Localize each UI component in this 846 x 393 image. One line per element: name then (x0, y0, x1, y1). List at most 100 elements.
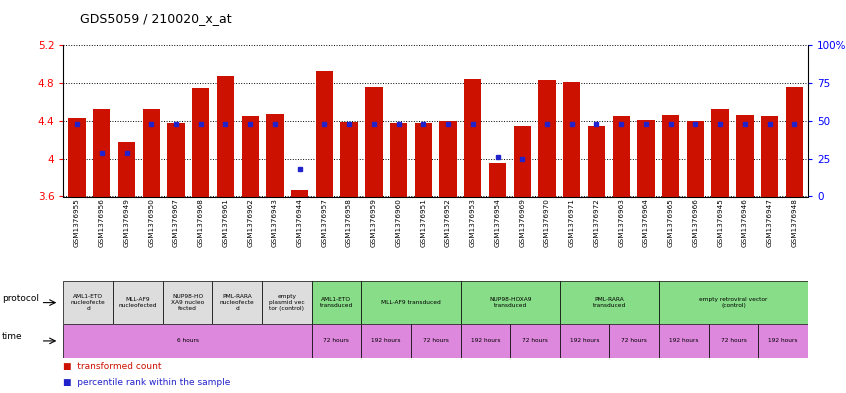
Text: GSM1376948: GSM1376948 (791, 198, 797, 247)
Text: GSM1376959: GSM1376959 (371, 198, 376, 247)
Text: ■  transformed count: ■ transformed count (63, 362, 162, 371)
Text: NUP98-HOXA9
transduced: NUP98-HOXA9 transduced (489, 297, 531, 308)
Bar (390, 123, 407, 196)
Text: GSM1376956: GSM1376956 (99, 198, 105, 247)
Bar (538, 80, 556, 196)
Text: GSM1376957: GSM1376957 (321, 198, 327, 247)
Bar (637, 120, 655, 196)
Bar (460, 324, 510, 358)
Text: PML-RARA
transduced: PML-RARA transduced (593, 297, 626, 308)
Text: GSM1376970: GSM1376970 (544, 198, 550, 247)
Bar (361, 324, 411, 358)
Text: 72 hours: 72 hours (323, 338, 349, 343)
Bar (411, 324, 460, 358)
Bar (316, 71, 333, 196)
Bar (340, 122, 358, 196)
Text: GSM1376949: GSM1376949 (124, 198, 129, 247)
Text: GSM1376972: GSM1376972 (593, 198, 600, 247)
Text: time: time (2, 332, 22, 342)
Bar (168, 123, 184, 196)
Bar (758, 324, 808, 358)
Bar (365, 87, 382, 196)
Bar (118, 141, 135, 196)
Bar (560, 281, 659, 324)
Bar (415, 123, 432, 196)
Bar (514, 126, 531, 196)
Bar (262, 281, 311, 324)
Bar (709, 324, 758, 358)
Text: GSM1376966: GSM1376966 (692, 198, 699, 247)
Text: GSM1376946: GSM1376946 (742, 198, 748, 247)
Bar (113, 281, 162, 324)
Text: GSM1376961: GSM1376961 (222, 198, 228, 247)
Bar (563, 82, 580, 196)
Text: AML1-ETO
nucleofecte
d: AML1-ETO nucleofecte d (71, 294, 106, 311)
Bar (69, 118, 85, 196)
Text: GSM1376969: GSM1376969 (519, 198, 525, 247)
Bar (460, 281, 560, 324)
Text: 72 hours: 72 hours (621, 338, 647, 343)
Text: PML-RARA
nucleofecte
d: PML-RARA nucleofecte d (220, 294, 255, 311)
Bar (311, 324, 361, 358)
Text: 192 hours: 192 hours (470, 338, 500, 343)
Text: GSM1376965: GSM1376965 (667, 198, 673, 247)
Text: GSM1376968: GSM1376968 (198, 198, 204, 247)
Text: GSM1376951: GSM1376951 (420, 198, 426, 247)
Text: 192 hours: 192 hours (768, 338, 798, 343)
Bar (93, 110, 111, 196)
Bar (311, 281, 361, 324)
Bar (489, 163, 506, 196)
Bar (659, 324, 709, 358)
Bar (143, 110, 160, 196)
Text: 6 hours: 6 hours (177, 338, 199, 343)
Text: 72 hours: 72 hours (423, 338, 448, 343)
Bar (63, 324, 311, 358)
Bar (464, 79, 481, 196)
Bar (63, 281, 113, 324)
Text: GSM1376945: GSM1376945 (717, 198, 723, 247)
Bar (241, 116, 259, 196)
Bar (192, 88, 209, 196)
Bar (439, 121, 457, 196)
Text: GSM1376963: GSM1376963 (618, 198, 624, 247)
Text: GSM1376958: GSM1376958 (346, 198, 352, 247)
Text: empty
plasmid vec
tor (control): empty plasmid vec tor (control) (269, 294, 305, 311)
Text: protocol: protocol (2, 294, 39, 303)
Bar (687, 121, 704, 196)
Bar (736, 115, 754, 196)
Bar (662, 115, 679, 196)
Text: GSM1376954: GSM1376954 (495, 198, 501, 247)
Text: 192 hours: 192 hours (669, 338, 699, 343)
Bar (291, 190, 308, 196)
Text: 72 hours: 72 hours (721, 338, 746, 343)
Bar (588, 126, 605, 196)
Bar (761, 116, 778, 196)
Bar (659, 281, 808, 324)
Text: GSM1376960: GSM1376960 (396, 198, 402, 247)
Bar (609, 324, 659, 358)
Text: empty retroviral vector
(control): empty retroviral vector (control) (700, 297, 767, 308)
Bar (613, 116, 630, 196)
Text: MLL-AF9 transduced: MLL-AF9 transduced (381, 300, 441, 305)
Text: 192 hours: 192 hours (371, 338, 401, 343)
Bar (510, 324, 560, 358)
Bar (217, 76, 234, 196)
Text: GSM1376955: GSM1376955 (74, 198, 80, 247)
Bar (560, 324, 609, 358)
Text: ■  percentile rank within the sample: ■ percentile rank within the sample (63, 378, 231, 387)
Text: NUP98-HO
XA9 nucleo
fected: NUP98-HO XA9 nucleo fected (171, 294, 204, 311)
Text: MLL-AF9
nucleofected: MLL-AF9 nucleofected (118, 297, 157, 308)
Text: GSM1376943: GSM1376943 (272, 198, 278, 247)
Text: 72 hours: 72 hours (522, 338, 548, 343)
Text: GSM1376952: GSM1376952 (445, 198, 451, 247)
Text: GSM1376947: GSM1376947 (766, 198, 772, 247)
Bar (266, 114, 283, 196)
Text: GDS5059 / 210020_x_at: GDS5059 / 210020_x_at (80, 12, 232, 25)
Text: GSM1376964: GSM1376964 (643, 198, 649, 247)
Bar (361, 281, 460, 324)
Text: GSM1376962: GSM1376962 (247, 198, 253, 247)
Text: GSM1376967: GSM1376967 (173, 198, 179, 247)
Bar (212, 281, 262, 324)
Text: AML1-ETO
transduced: AML1-ETO transduced (320, 297, 353, 308)
Text: GSM1376944: GSM1376944 (297, 198, 303, 247)
